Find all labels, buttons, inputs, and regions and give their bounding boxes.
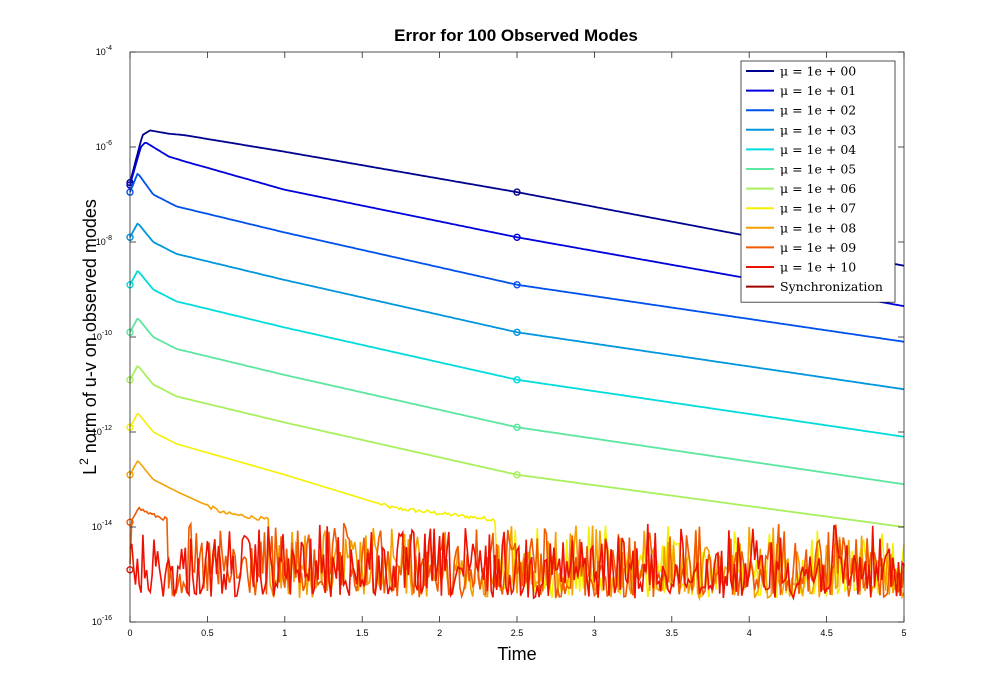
series-marker — [513, 188, 521, 196]
x-tick-label: 2.5 — [511, 628, 524, 638]
series-line — [129, 523, 905, 601]
y-axis-label: L2 norm of u-v on observed modes — [77, 199, 100, 475]
x-tick-label: 0.5 — [201, 628, 214, 638]
legend-label: μ = 1e + 08 — [780, 220, 856, 235]
series-line — [129, 317, 905, 486]
x-tick-label: 1.5 — [356, 628, 369, 638]
series-marker — [513, 423, 521, 431]
x-tick-label: 2 — [437, 628, 442, 638]
legend-label: μ = 1e + 00 — [780, 64, 856, 79]
y-tick-label: 10-4 — [96, 45, 112, 57]
x-tick-label: 4.5 — [820, 628, 833, 638]
x-tick-label: 5 — [901, 628, 906, 638]
legend-label: μ = 1e + 04 — [780, 142, 856, 157]
chart-title: Error for 100 Observed Modes — [394, 26, 638, 45]
y-tick-label: 10-16 — [92, 615, 112, 627]
y-tick-label: 10-14 — [92, 520, 112, 532]
legend-label: μ = 1e + 10 — [780, 260, 856, 275]
legend-label: μ = 1e + 05 — [780, 162, 856, 177]
legend-label: μ = 1e + 09 — [780, 240, 856, 255]
legend-label: μ = 1e + 02 — [780, 103, 856, 118]
series-marker — [513, 328, 521, 336]
series-layer — [126, 129, 905, 602]
x-axis-label: Time — [497, 644, 536, 664]
series-line — [129, 506, 905, 600]
x-tick-label: 0 — [127, 628, 132, 638]
series-marker — [513, 471, 521, 479]
legend-label: μ = 1e + 03 — [780, 122, 856, 137]
y-tick-label: 10-10 — [92, 330, 112, 342]
y-tick-label: 10-6 — [96, 140, 112, 152]
x-tick-label: 3.5 — [666, 628, 679, 638]
legend: μ = 1e + 00 μ = 1e + 01 μ = 1e + 02 μ = 1e … — [740, 60, 896, 303]
series-marker — [513, 376, 521, 384]
legend-label: μ = 1e + 07 — [780, 201, 856, 216]
series-marker — [513, 281, 521, 289]
x-tick-label: 4 — [747, 628, 752, 638]
legend-label: μ = 1e + 01 — [780, 83, 856, 98]
x-tick-label: 1 — [282, 628, 287, 638]
legend-box — [740, 60, 896, 303]
y-tick-label: 10-8 — [96, 235, 112, 247]
series-line — [129, 172, 905, 343]
series-line — [129, 364, 905, 528]
legend-label: μ = 1e + 06 — [780, 181, 856, 196]
y-tick-label: 10-12 — [92, 425, 112, 437]
series-line — [129, 222, 905, 391]
plot-frame — [129, 51, 905, 623]
series-marker — [513, 233, 521, 242]
x-tick-label: 3 — [592, 628, 597, 638]
series-line — [129, 269, 905, 438]
ticks-layer: 0 0.5 1 1.5 2 2.5 3 3.5 4 4.5 5 10-4 10-6 10-8 10-10 10… — [92, 45, 907, 638]
legend-label: Synchronization — [780, 279, 883, 294]
